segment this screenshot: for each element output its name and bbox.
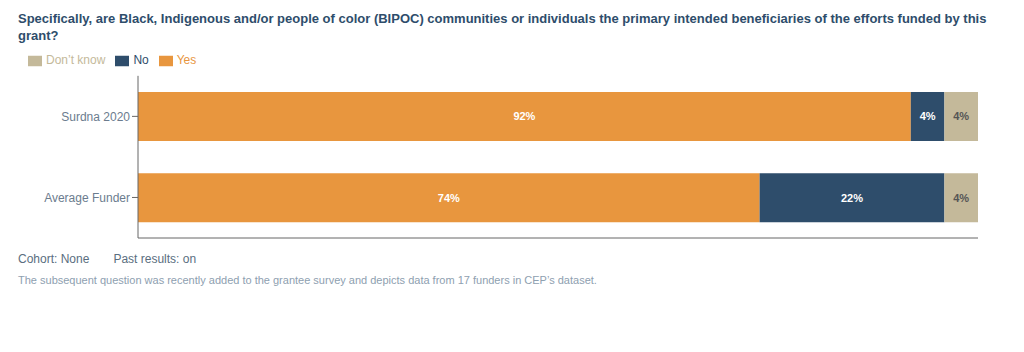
svg-text:74%: 74% — [438, 192, 460, 204]
html-text:No: No — [133, 53, 149, 67]
svg-text:4%: 4% — [953, 110, 969, 122]
html-text:Specifically, are Black, Indig: Specifically, are Black, Indigenous and/… — [18, 11, 987, 43]
svg-text:22%: 22% — [841, 192, 863, 204]
svg-text:92%: 92% — [513, 110, 535, 122]
svg-text:4%: 4% — [920, 110, 936, 122]
html-text:The subsequent question was re: The subsequent question was recently add… — [18, 274, 597, 286]
html-text:Cohort: None: Cohort: None — [18, 252, 90, 266]
svg-text:4%: 4% — [953, 192, 969, 204]
html-text:Don’t know: Don’t know — [46, 53, 106, 67]
html-text:Yes: Yes — [176, 53, 197, 67]
html-text:Past results: on: Past results: on — [113, 252, 197, 266]
svg-text:Surdna 2020: Surdna 2020 — [61, 110, 130, 124]
svg-text:Average Funder: Average Funder — [44, 191, 130, 205]
